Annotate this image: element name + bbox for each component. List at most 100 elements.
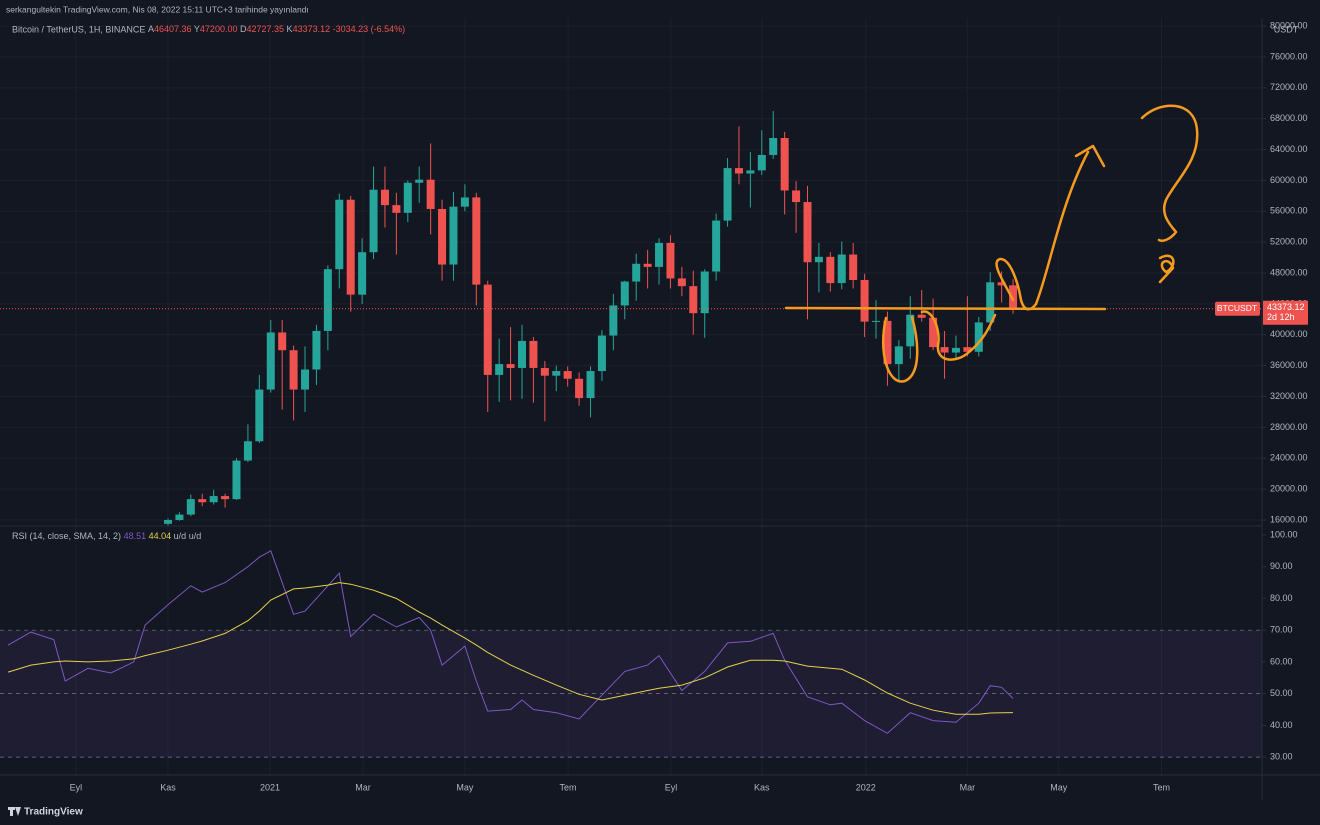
candle-body: [586, 371, 595, 399]
candle-body: [186, 499, 195, 515]
arrow-head: [1074, 144, 1106, 168]
candle-body: [198, 499, 207, 503]
candle-body: [323, 269, 332, 331]
candle-body: [301, 369, 310, 390]
loop-annotation: [995, 257, 1038, 311]
y-tick-label: 40000.00: [1270, 329, 1308, 339]
candle-body: [632, 263, 641, 282]
rsi-extra: u/d: [174, 531, 187, 541]
candle-body: [312, 330, 321, 370]
x-tick-label: Kas: [160, 782, 176, 792]
candle-body: [597, 335, 606, 372]
countdown-label: 2d 12h: [1267, 312, 1295, 322]
candle-body: [666, 242, 675, 279]
candle-body: [837, 254, 846, 284]
candle-body: [963, 347, 972, 352]
candle-body: [757, 154, 766, 171]
x-tick-label: Eyl: [665, 782, 678, 792]
loop-annotation: [882, 315, 919, 383]
y-tick-label: 100.00: [1270, 529, 1298, 539]
logo-icon: [8, 807, 21, 816]
ohlc-legend: A46407.36 Y47200.00 D42727.35 K43373.12 …: [148, 24, 405, 34]
candle-body: [209, 496, 218, 503]
y-tick-label: 32000.00: [1270, 391, 1308, 401]
y-tick-label: 40.00: [1270, 720, 1293, 730]
candle-body: [997, 282, 1006, 286]
x-tick-label: 2022: [856, 782, 876, 792]
candle-body: [438, 208, 447, 265]
candle-body: [780, 137, 789, 191]
y-tick-label: 30.00: [1270, 752, 1293, 762]
y-tick-label: 56000.00: [1270, 206, 1308, 216]
candle-body: [369, 189, 378, 253]
x-tick-label: Eyl: [70, 782, 83, 792]
footer: [0, 800, 1320, 825]
price-box: [1263, 300, 1308, 325]
y-tick-label: 60000.00: [1270, 175, 1308, 185]
grid: [0, 18, 1262, 775]
legend-title: Bitcoin / TetherUS, 1H, BINANCE: [12, 24, 145, 34]
candle-body: [483, 284, 492, 375]
candle-body: [677, 278, 686, 287]
rsi-extra: u/d: [189, 531, 202, 541]
ohlc-value: 46407.36: [154, 24, 192, 34]
candle-body: [894, 346, 903, 365]
candle-body: [826, 256, 835, 284]
candle-body: [449, 206, 458, 265]
candle-body: [563, 371, 572, 379]
candle-body: [620, 281, 629, 306]
candle-body: [1009, 285, 1018, 309]
publisher: serkangultekin TradingView.com, Nis 08, …: [6, 4, 309, 14]
candle-body: [552, 371, 561, 376]
ohlc-label: A: [148, 24, 154, 34]
candle-body: [392, 205, 401, 213]
candle-body: [243, 441, 252, 461]
ohlc-label: D: [240, 24, 247, 34]
candle-body: [929, 317, 938, 348]
x-tick-label: May: [456, 782, 474, 792]
candle-body: [917, 314, 926, 318]
logo: TradingView: [24, 807, 83, 818]
rsi-label: RSI (14, close, SMA, 14, 2): [12, 531, 121, 541]
x-tick-label: Tem: [560, 782, 577, 792]
y-tick-label: 80000.00: [1270, 20, 1308, 30]
candle-body: [358, 252, 367, 295]
y-tick-label: 16000.00: [1270, 514, 1308, 524]
y-tick-label: 28000.00: [1270, 422, 1308, 432]
y-tick-label: 80.00: [1270, 593, 1293, 603]
y-tick-label: 70.00: [1270, 625, 1293, 635]
candle-body: [506, 364, 515, 368]
question-dot: [1158, 254, 1175, 284]
candle-body: [643, 263, 652, 267]
candle-body: [849, 254, 858, 280]
ohlc-value: 43373.12: [293, 24, 331, 34]
x-tick-label: May: [1050, 782, 1068, 792]
candle-body: [734, 168, 743, 174]
y-tick-label: 50.00: [1270, 688, 1293, 698]
candle-body: [655, 242, 664, 267]
series-line: [7, 582, 1014, 715]
y-tick-label: 36000.00: [1270, 360, 1308, 370]
candle-body: [460, 197, 469, 207]
candle-body: [403, 182, 412, 213]
y-tick-label: 20000.00: [1270, 483, 1308, 493]
y-tick-label: 68000.00: [1270, 113, 1308, 123]
arrow-annotation: [1034, 150, 1090, 306]
candle-body: [221, 496, 230, 500]
loop-annotation: [920, 310, 997, 361]
y-tick-label: 90.00: [1270, 561, 1293, 571]
candle-body: [335, 199, 344, 270]
candle-body: [723, 168, 732, 221]
candle-body: [951, 347, 960, 353]
candle-body: [289, 350, 298, 390]
x-tick-label: Mar: [355, 782, 371, 792]
candle-body: [609, 305, 618, 336]
candle-body: [415, 179, 424, 183]
sma-value: 44.04: [149, 531, 172, 541]
top-bar: [0, 0, 1320, 18]
candle-body: [163, 519, 172, 524]
rsi-title: RSI (14, close, SMA, 14, 2) 48.51 44.04 …: [12, 531, 201, 541]
candle-body: [974, 322, 983, 352]
